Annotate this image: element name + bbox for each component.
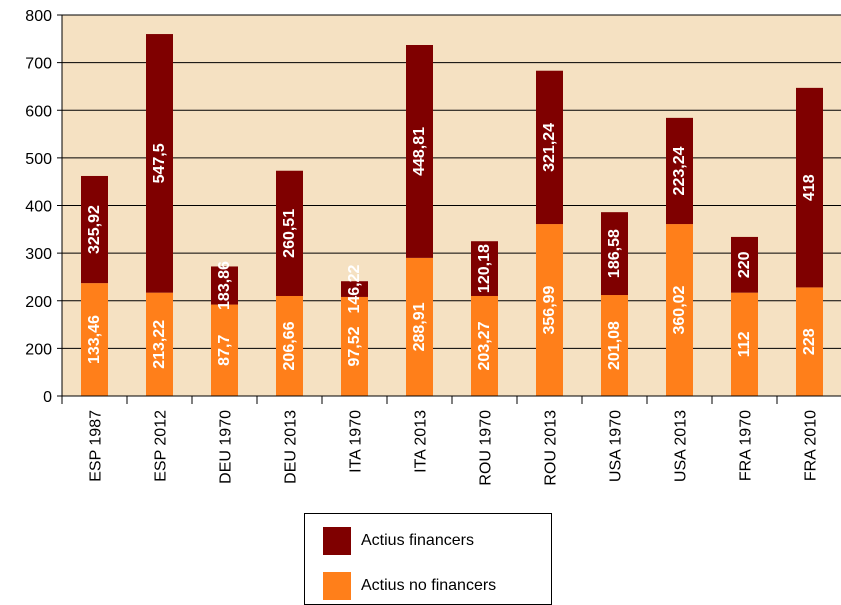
bar-financers	[211, 266, 238, 305]
y-tick-label: 700	[25, 56, 52, 73]
bar-no-financers	[601, 295, 628, 396]
y-tick-label: 0	[43, 389, 52, 406]
x-tick-label: ESP 1987	[88, 410, 105, 482]
x-tick-label: ITA 2013	[413, 410, 430, 473]
bar-no-financers	[211, 304, 238, 396]
bar-financers	[471, 241, 498, 296]
bar-financers	[406, 45, 433, 258]
data-label-financers: 186,58	[606, 229, 623, 278]
bar-no-financers	[796, 287, 823, 396]
x-tick-label: DEU 2013	[283, 410, 300, 484]
bar-no-financers	[276, 295, 303, 396]
data-label-no-financers: 133,46	[86, 315, 103, 364]
x-tick-label: FRA 1970	[738, 410, 755, 481]
data-label-no-financers: 97,52	[346, 326, 363, 366]
bar-financers	[601, 212, 628, 296]
legend-swatch-no-financers	[323, 572, 351, 600]
bar-financers	[146, 34, 173, 293]
bar-no-financers	[81, 283, 108, 396]
data-label-no-financers: 213,22	[151, 320, 168, 369]
data-label-no-financers: 201,08	[606, 321, 623, 370]
legend-swatch-financers	[323, 527, 351, 555]
bar-no-financers	[341, 296, 368, 396]
x-tick-label: ROU 1970	[478, 410, 495, 486]
data-label-financers: 146,22	[346, 265, 363, 314]
bar-no-financers	[406, 257, 433, 396]
bar-no-financers	[471, 295, 498, 396]
y-tick-label: 300	[25, 246, 52, 263]
legend: Actius financers Actius no financers	[304, 513, 552, 605]
data-label-financers: 321,24	[541, 123, 558, 172]
x-tick-label: DEU 1970	[218, 410, 235, 484]
x-tick-label: ESP 2012	[153, 410, 170, 482]
y-tick-label: 200	[25, 294, 52, 311]
legend-label-financers: Actius financers	[361, 532, 474, 549]
data-label-financers: 448,81	[411, 127, 428, 176]
bar-no-financers	[666, 224, 693, 396]
y-tick-label: 400	[25, 199, 52, 216]
x-tick-label: USA 1970	[608, 410, 625, 482]
x-tick-label: ITA 1970	[348, 410, 365, 473]
data-label-no-financers: 228	[801, 328, 818, 355]
bar-financers	[341, 281, 368, 297]
bar-no-financers	[731, 292, 758, 396]
data-label-financers: 418	[801, 174, 818, 201]
data-label-financers: 325,92	[86, 205, 103, 254]
x-tick-label: FRA 2010	[803, 410, 820, 481]
bars: 133,46 325,92 213,22 547,5 87,7 183,86 206,66 2…	[81, 34, 823, 396]
bar-financers	[796, 87, 823, 288]
bar-no-financers	[146, 292, 173, 396]
data-label-no-financers: 356,99	[541, 285, 558, 334]
data-label-financers: 547,5	[151, 143, 168, 183]
legend-item-no-financers: Actius no financers	[323, 572, 496, 600]
bar-financers	[666, 117, 693, 225]
bar-no-financers	[536, 224, 563, 396]
bar-financers	[731, 236, 758, 293]
data-label-financers: 220	[736, 251, 753, 278]
data-label-financers: 120,18	[476, 244, 493, 293]
x-tick-label: USA 2013	[673, 410, 690, 482]
y-tick-label: 800	[25, 8, 52, 25]
data-label-financers: 223,24	[671, 146, 688, 195]
data-label-no-financers: 87,7	[216, 335, 233, 366]
data-label-no-financers: 288,91	[411, 302, 428, 351]
data-label-financers: 260,51	[281, 209, 298, 258]
x-tick-label: ROU 2013	[543, 410, 560, 486]
data-label-no-financers: 206,66	[281, 321, 298, 370]
data-label-no-financers: 360,02	[671, 285, 688, 334]
y-tick-label: 500	[25, 151, 52, 168]
data-label-no-financers: 112	[736, 331, 753, 357]
x-axis-ticks: ESP 1987 ESP 2012 DEU 1970 DEU 2013 ITA 1970…	[61, 396, 820, 486]
y-tick-label: 200	[25, 341, 52, 358]
gridlines	[62, 14, 841, 349]
y-axis-ticks: 0 200 200 300 400 500 600 700 800	[25, 8, 62, 406]
legend-item-financers: Actius financers	[323, 527, 474, 555]
legend-label-no-financers: Actius no financers	[361, 577, 497, 594]
bar-financers	[81, 175, 108, 284]
y-tick-label: 600	[25, 103, 52, 120]
data-label-no-financers: 203,27	[476, 321, 493, 370]
data-label-financers: 183,86	[216, 261, 233, 310]
bar-financers	[276, 170, 303, 296]
bar-financers	[536, 70, 563, 225]
